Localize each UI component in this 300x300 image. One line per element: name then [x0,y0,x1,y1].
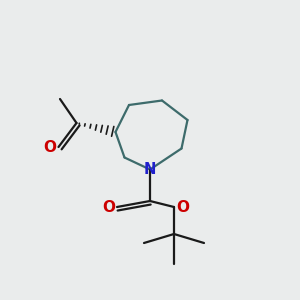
Text: O: O [44,140,57,154]
Text: O: O [102,200,115,214]
Text: O: O [176,200,189,214]
Text: N: N [144,162,156,177]
